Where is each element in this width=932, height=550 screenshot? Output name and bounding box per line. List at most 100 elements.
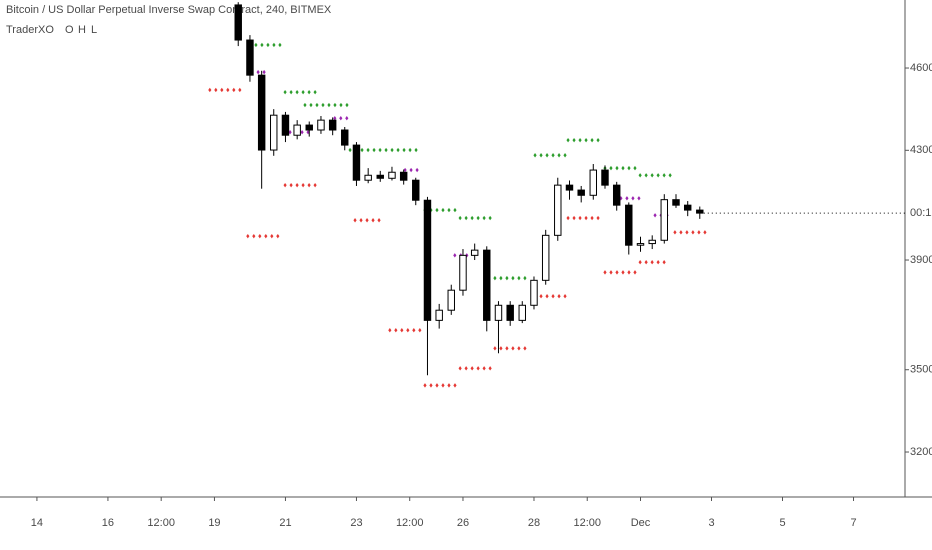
candle-body xyxy=(459,254,467,291)
level-dot xyxy=(406,328,410,333)
level-dots xyxy=(423,383,457,388)
level-dot xyxy=(447,383,451,388)
level-dot xyxy=(697,230,701,235)
candle-body xyxy=(376,174,384,179)
x-tick-label: 12:00 xyxy=(396,517,424,529)
x-tick-label: 19 xyxy=(208,517,220,529)
indicator-name: TraderXO xyxy=(6,24,54,36)
level-dot xyxy=(453,207,457,213)
y-tick-label: 4300.0 xyxy=(910,144,932,156)
level-dot xyxy=(584,137,588,143)
level-dot xyxy=(313,182,317,188)
level-dot xyxy=(590,215,594,221)
level-dots xyxy=(566,215,600,221)
level-dot xyxy=(447,207,451,213)
level-dot xyxy=(633,270,637,275)
x-tick-label: 5 xyxy=(779,517,785,529)
level-dot xyxy=(353,218,357,223)
candle-body xyxy=(281,114,290,136)
level-dot xyxy=(276,233,280,239)
level-dot xyxy=(557,153,561,158)
level-dots xyxy=(208,87,242,93)
level-dot xyxy=(656,260,660,265)
level-dots xyxy=(256,69,266,75)
candle-body xyxy=(683,204,692,211)
level-dot xyxy=(470,215,474,221)
level-dot xyxy=(551,294,555,299)
level-dots xyxy=(673,230,707,235)
level-dot xyxy=(499,346,503,351)
level-dot xyxy=(262,69,266,75)
level-dots xyxy=(353,218,381,223)
level-dot xyxy=(232,87,236,93)
level-dot xyxy=(283,182,287,188)
level-dot xyxy=(339,102,343,108)
y-tick-label: 3900.0 xyxy=(910,254,932,266)
level-dot xyxy=(412,328,416,333)
level-dot xyxy=(499,275,503,281)
level-dot xyxy=(295,89,299,95)
level-dot xyxy=(289,89,293,95)
level-dot xyxy=(414,147,418,153)
level-dot xyxy=(578,215,582,221)
candle-body xyxy=(696,209,704,214)
level-dot xyxy=(453,253,457,258)
level-dot xyxy=(266,42,270,48)
level-dot xyxy=(517,346,521,351)
candle-body xyxy=(257,74,266,151)
candle-body xyxy=(246,39,254,76)
level-dot xyxy=(551,153,555,158)
level-dot xyxy=(301,182,305,188)
level-dot xyxy=(307,182,311,188)
level-dot xyxy=(563,294,567,299)
level-dot xyxy=(637,196,641,201)
level-dot xyxy=(339,116,343,121)
candle-body xyxy=(293,124,301,136)
candle-body xyxy=(554,184,562,236)
candle-body xyxy=(483,249,491,321)
level-dot xyxy=(539,153,543,158)
level-dots xyxy=(603,270,637,275)
level-dots xyxy=(246,233,280,239)
level-dot xyxy=(289,182,293,188)
level-dot xyxy=(458,366,462,371)
level-dot xyxy=(345,102,349,108)
level-dot xyxy=(662,173,666,178)
level-dot xyxy=(464,215,468,221)
level-dot xyxy=(333,116,337,121)
level-dot xyxy=(505,275,509,281)
level-dot xyxy=(511,275,515,281)
y-tick-label: 3200.0 xyxy=(910,446,932,458)
level-dot xyxy=(366,147,370,153)
candle-body xyxy=(423,199,432,321)
candle-body xyxy=(541,234,550,281)
level-dot xyxy=(539,294,543,299)
level-dot xyxy=(470,366,474,371)
level-dot xyxy=(638,260,642,265)
level-dot xyxy=(208,87,212,93)
level-dot xyxy=(517,275,521,281)
y-tick-label: 4600.0 xyxy=(910,62,932,74)
candle-body xyxy=(270,114,278,151)
level-dot xyxy=(609,270,613,275)
level-dot xyxy=(365,218,369,223)
level-dot xyxy=(493,275,497,281)
level-dot xyxy=(596,215,600,221)
level-dot xyxy=(482,366,486,371)
level-dots xyxy=(283,89,317,95)
level-dot xyxy=(523,346,527,351)
level-dot xyxy=(656,173,660,178)
level-dot xyxy=(258,233,262,239)
indicator-label: H xyxy=(78,24,86,36)
level-dot xyxy=(303,102,307,108)
candle-body xyxy=(648,239,656,245)
level-dot xyxy=(300,130,304,135)
candle-body xyxy=(636,243,645,246)
level-dot xyxy=(603,270,607,275)
candle-body xyxy=(328,119,337,131)
level-dots xyxy=(388,328,422,333)
candle-body xyxy=(565,184,574,191)
level-dot xyxy=(301,89,305,95)
level-dot xyxy=(377,218,381,223)
